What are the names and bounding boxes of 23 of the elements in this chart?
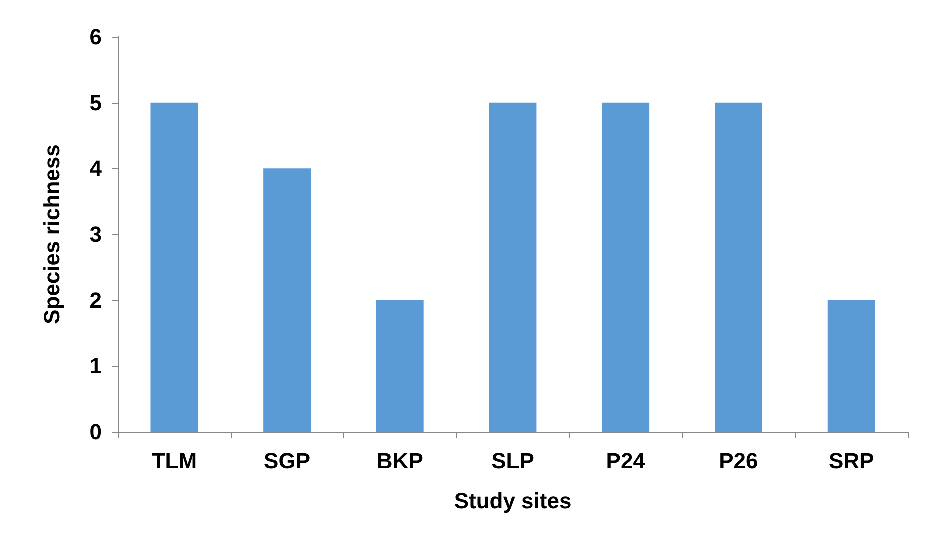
x-tick-label: SGP <box>264 448 311 474</box>
bar <box>828 300 876 432</box>
x-tick-label: P24 <box>606 448 646 474</box>
bar <box>602 102 650 432</box>
x-tick-label: BKP <box>376 448 424 474</box>
bar <box>715 102 762 432</box>
y-tick-label: 0 <box>90 420 102 444</box>
bar <box>264 168 311 432</box>
x-tick-label: TLM <box>152 448 198 474</box>
bar <box>376 300 424 432</box>
y-axis-title: Species richness <box>40 144 64 324</box>
y-tick-label: 4 <box>90 156 103 182</box>
x-tick-label: P26 <box>719 448 758 474</box>
x-tick-label: SLP <box>492 448 534 474</box>
y-tick-label: 6 <box>90 24 102 50</box>
bar <box>150 102 198 432</box>
y-tick-label: 3 <box>90 222 102 247</box>
bar <box>489 102 537 432</box>
x-tick-label: SRP <box>828 448 874 474</box>
y-tick-label: 1 <box>90 354 102 379</box>
y-tick-label: 5 <box>90 90 102 116</box>
y-tick-label: 2 <box>90 288 102 313</box>
x-axis-title: Study sites <box>454 488 572 514</box>
